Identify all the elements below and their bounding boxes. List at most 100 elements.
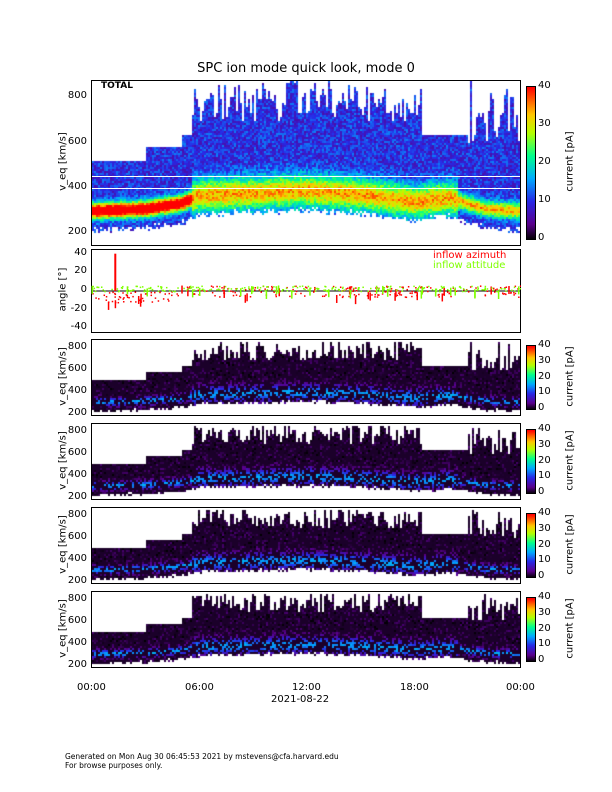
azimuth-point [273, 291, 275, 293]
attitude-point [360, 290, 363, 293]
azimuth-point [105, 295, 108, 298]
attitude-point [273, 289, 276, 292]
azimuth-point [411, 295, 413, 298]
panel-2-colorbar [526, 345, 536, 410]
attitude-point [143, 289, 146, 291]
azimuth-point [244, 289, 247, 291]
azimuth-point [513, 294, 515, 296]
attitude-point [428, 285, 430, 288]
azimuth-point [441, 293, 444, 302]
azimuth-point [414, 291, 416, 294]
azimuth-point [289, 295, 291, 298]
attitude-point [435, 288, 438, 291]
panel-4-ytick: 600 [67, 530, 87, 542]
attitude-point [513, 286, 516, 289]
attitude-point [192, 286, 194, 288]
attitude-point [423, 287, 426, 289]
azimuth-point [313, 290, 316, 292]
azimuth-point [295, 290, 298, 293]
panel-0-ytick: 600 [67, 135, 87, 147]
azimuth-point [479, 285, 482, 287]
panel-4-label: C sensor [101, 508, 145, 518]
azimuth-point [176, 293, 178, 295]
attitude-point [259, 289, 262, 292]
azimuth-point [415, 287, 417, 289]
x-tick-1: 06:00 [185, 682, 214, 693]
attitude-point [386, 288, 389, 297]
attitude-point [130, 290, 132, 292]
attitude-point [286, 290, 289, 292]
panel-4-spectrogram [92, 508, 520, 583]
colorbar-tick: 20 [538, 538, 551, 550]
azimuth-point [510, 292, 512, 294]
attitude-point [503, 288, 506, 290]
azimuth-point [503, 293, 506, 295]
x-tick-0: 00:00 [77, 682, 106, 693]
attitude-point [362, 286, 364, 289]
attitude-point [203, 289, 206, 292]
attitude-point [413, 285, 415, 288]
azimuth-point [467, 291, 470, 293]
panel-0-ytick: 200 [67, 226, 87, 238]
azimuth-point [490, 286, 492, 295]
panel-2-label: A sensor [101, 340, 145, 350]
azimuth-point [368, 290, 371, 293]
attitude-point [477, 289, 479, 291]
attitude-point [331, 287, 334, 289]
attitude-point [378, 287, 380, 290]
attitude-point [367, 290, 370, 293]
attitude-point [519, 287, 521, 290]
azimuth-point [427, 290, 429, 293]
azimuth-point [159, 291, 161, 294]
colorbar-tick: 20 [538, 454, 551, 466]
panel-3-colorbar [526, 429, 536, 494]
azimuth-point [406, 288, 408, 291]
attitude-point [314, 290, 317, 292]
azimuth-point [346, 287, 349, 290]
attitude-point [266, 285, 269, 288]
azimuth-point [223, 287, 225, 289]
attitude-point [435, 290, 438, 293]
azimuth-point [114, 293, 117, 296]
panel-5-spectrogram [92, 592, 520, 667]
colorbar-tick: 10 [538, 470, 551, 482]
attitude-point [323, 289, 325, 291]
attitude-point [143, 290, 146, 293]
panel-2-ytick: 200 [67, 406, 87, 418]
azimuth-point [122, 298, 125, 300]
azimuth-point [275, 294, 277, 296]
attitude-point [420, 290, 423, 299]
azimuth-point [98, 298, 100, 300]
azimuth-point [513, 292, 515, 294]
azimuth-point [235, 294, 238, 296]
azimuth-point [126, 296, 129, 299]
panel-2-ytick: 800 [67, 340, 87, 352]
attitude-point [338, 288, 340, 291]
azimuth-point [323, 295, 326, 297]
azimuth-point [234, 291, 236, 294]
attitude-point [307, 285, 310, 288]
azimuth-point [501, 292, 504, 294]
panel-3-ytick: 400 [67, 468, 87, 480]
azimuth-point [221, 287, 223, 289]
colorbar-tick: 30 [538, 438, 551, 450]
panel-1-ytick: 20 [74, 265, 87, 277]
attitude-point [256, 286, 259, 289]
attitude-point [440, 285, 443, 288]
azimuth-point [404, 296, 407, 298]
azimuth-point [232, 291, 234, 293]
colorbar-tick: 40 [538, 507, 551, 518]
attitude-point [290, 289, 292, 292]
attitude-point [193, 289, 196, 291]
azimuth-point [154, 291, 156, 294]
panel-3-ytick: 200 [67, 490, 87, 502]
azimuth-point [275, 295, 278, 298]
panel-4-ytick: 400 [67, 552, 87, 564]
azimuth-point [219, 296, 221, 298]
colorbar-tick: 40 [538, 591, 551, 602]
panel-5-ytick: 400 [67, 636, 87, 648]
attitude-point [189, 287, 191, 290]
attitude-point [484, 288, 487, 290]
azimuth-point [258, 289, 261, 291]
colorbar-tick: 20 [538, 622, 551, 634]
